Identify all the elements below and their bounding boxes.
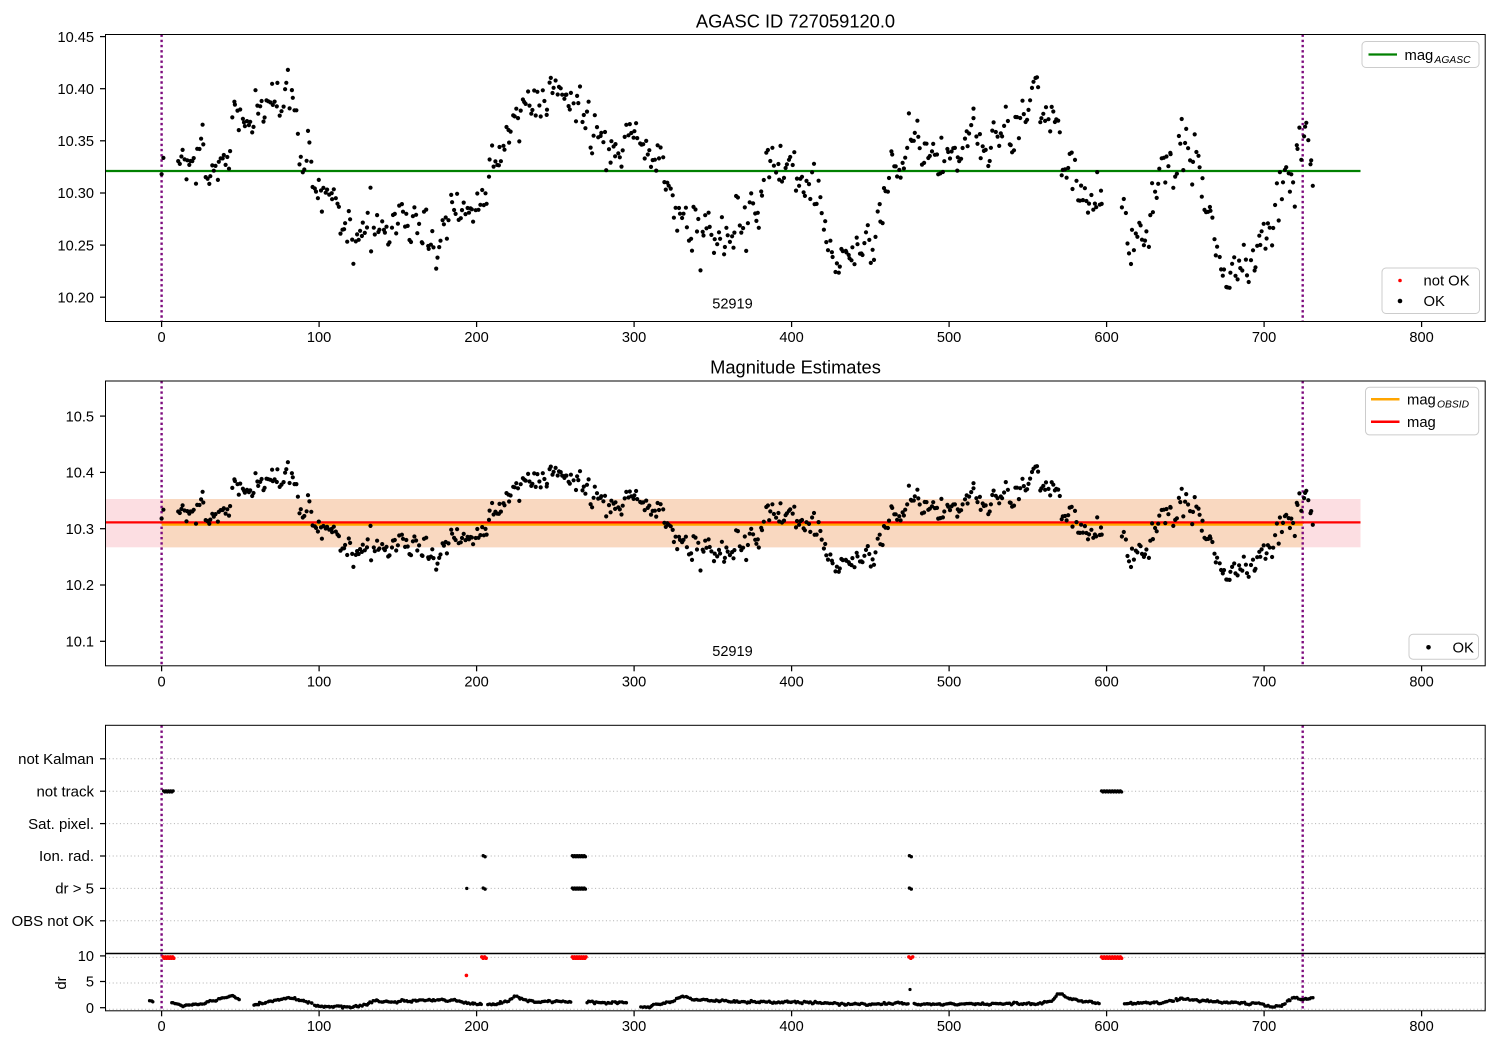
svg-text:not Kalman: not Kalman bbox=[18, 751, 94, 768]
svg-text:10.25: 10.25 bbox=[57, 238, 94, 254]
svg-text:10.4: 10.4 bbox=[66, 466, 94, 482]
svg-text:100: 100 bbox=[307, 674, 331, 690]
svg-text:500: 500 bbox=[937, 1019, 961, 1035]
svg-text:100: 100 bbox=[307, 330, 331, 346]
svg-text:dr: dr bbox=[53, 976, 70, 989]
svg-text:500: 500 bbox=[937, 330, 961, 346]
svg-text:600: 600 bbox=[1094, 1019, 1118, 1035]
svg-text:10.2: 10.2 bbox=[66, 578, 94, 594]
svg-text:0: 0 bbox=[158, 674, 166, 690]
svg-text:52919: 52919 bbox=[712, 644, 753, 660]
svg-text:100: 100 bbox=[307, 1019, 331, 1035]
svg-text:400: 400 bbox=[779, 330, 803, 346]
svg-text:10.35: 10.35 bbox=[57, 134, 94, 150]
svg-text:10.1: 10.1 bbox=[66, 635, 94, 651]
svg-text:dr > 5: dr > 5 bbox=[55, 881, 94, 898]
svg-text:Magnitude Estimates: Magnitude Estimates bbox=[710, 356, 881, 377]
svg-text:800: 800 bbox=[1409, 674, 1433, 690]
svg-text:10.30: 10.30 bbox=[57, 186, 94, 202]
svg-text:700: 700 bbox=[1252, 330, 1276, 346]
svg-text:AGASC: AGASC bbox=[1434, 55, 1472, 66]
svg-text:OBSID: OBSID bbox=[1437, 399, 1470, 410]
svg-text:not OK: not OK bbox=[1424, 274, 1470, 290]
svg-text:not track: not track bbox=[36, 783, 94, 800]
svg-text:Ion. rad.: Ion. rad. bbox=[39, 848, 94, 865]
svg-text:200: 200 bbox=[464, 674, 488, 690]
svg-text:300: 300 bbox=[622, 674, 646, 690]
svg-text:0: 0 bbox=[158, 330, 166, 346]
svg-text:Sat. pixel.: Sat. pixel. bbox=[28, 816, 94, 833]
svg-text:10.5: 10.5 bbox=[66, 409, 94, 425]
svg-text:mag: mag bbox=[1407, 415, 1436, 431]
svg-text:0: 0 bbox=[86, 1001, 94, 1017]
svg-text:600: 600 bbox=[1094, 674, 1118, 690]
svg-text:400: 400 bbox=[779, 1019, 803, 1035]
svg-text:10.45: 10.45 bbox=[57, 30, 94, 46]
svg-text:mag: mag bbox=[1405, 48, 1434, 64]
svg-text:400: 400 bbox=[779, 674, 803, 690]
svg-text:10.3: 10.3 bbox=[66, 522, 94, 538]
svg-text:AGASC ID 727059120.0: AGASC ID 727059120.0 bbox=[696, 10, 895, 31]
svg-text:700: 700 bbox=[1252, 674, 1276, 690]
svg-text:200: 200 bbox=[464, 1019, 488, 1035]
svg-text:200: 200 bbox=[464, 330, 488, 346]
svg-text:0: 0 bbox=[158, 1019, 166, 1035]
svg-text:300: 300 bbox=[622, 1019, 646, 1035]
svg-text:5: 5 bbox=[86, 975, 94, 991]
svg-text:OBS not OK: OBS not OK bbox=[11, 913, 94, 930]
svg-text:10.20: 10.20 bbox=[57, 290, 94, 306]
svg-text:800: 800 bbox=[1409, 330, 1433, 346]
svg-text:500: 500 bbox=[937, 674, 961, 690]
svg-text:600: 600 bbox=[1094, 330, 1118, 346]
svg-text:800: 800 bbox=[1409, 1019, 1433, 1035]
svg-text:52919: 52919 bbox=[712, 297, 753, 313]
svg-text:10.40: 10.40 bbox=[57, 82, 94, 98]
svg-text:10: 10 bbox=[78, 949, 94, 965]
svg-text:mag: mag bbox=[1407, 392, 1436, 408]
svg-text:700: 700 bbox=[1252, 1019, 1276, 1035]
svg-text:OK: OK bbox=[1424, 294, 1446, 310]
svg-text:OK: OK bbox=[1453, 640, 1475, 656]
svg-text:300: 300 bbox=[622, 330, 646, 346]
